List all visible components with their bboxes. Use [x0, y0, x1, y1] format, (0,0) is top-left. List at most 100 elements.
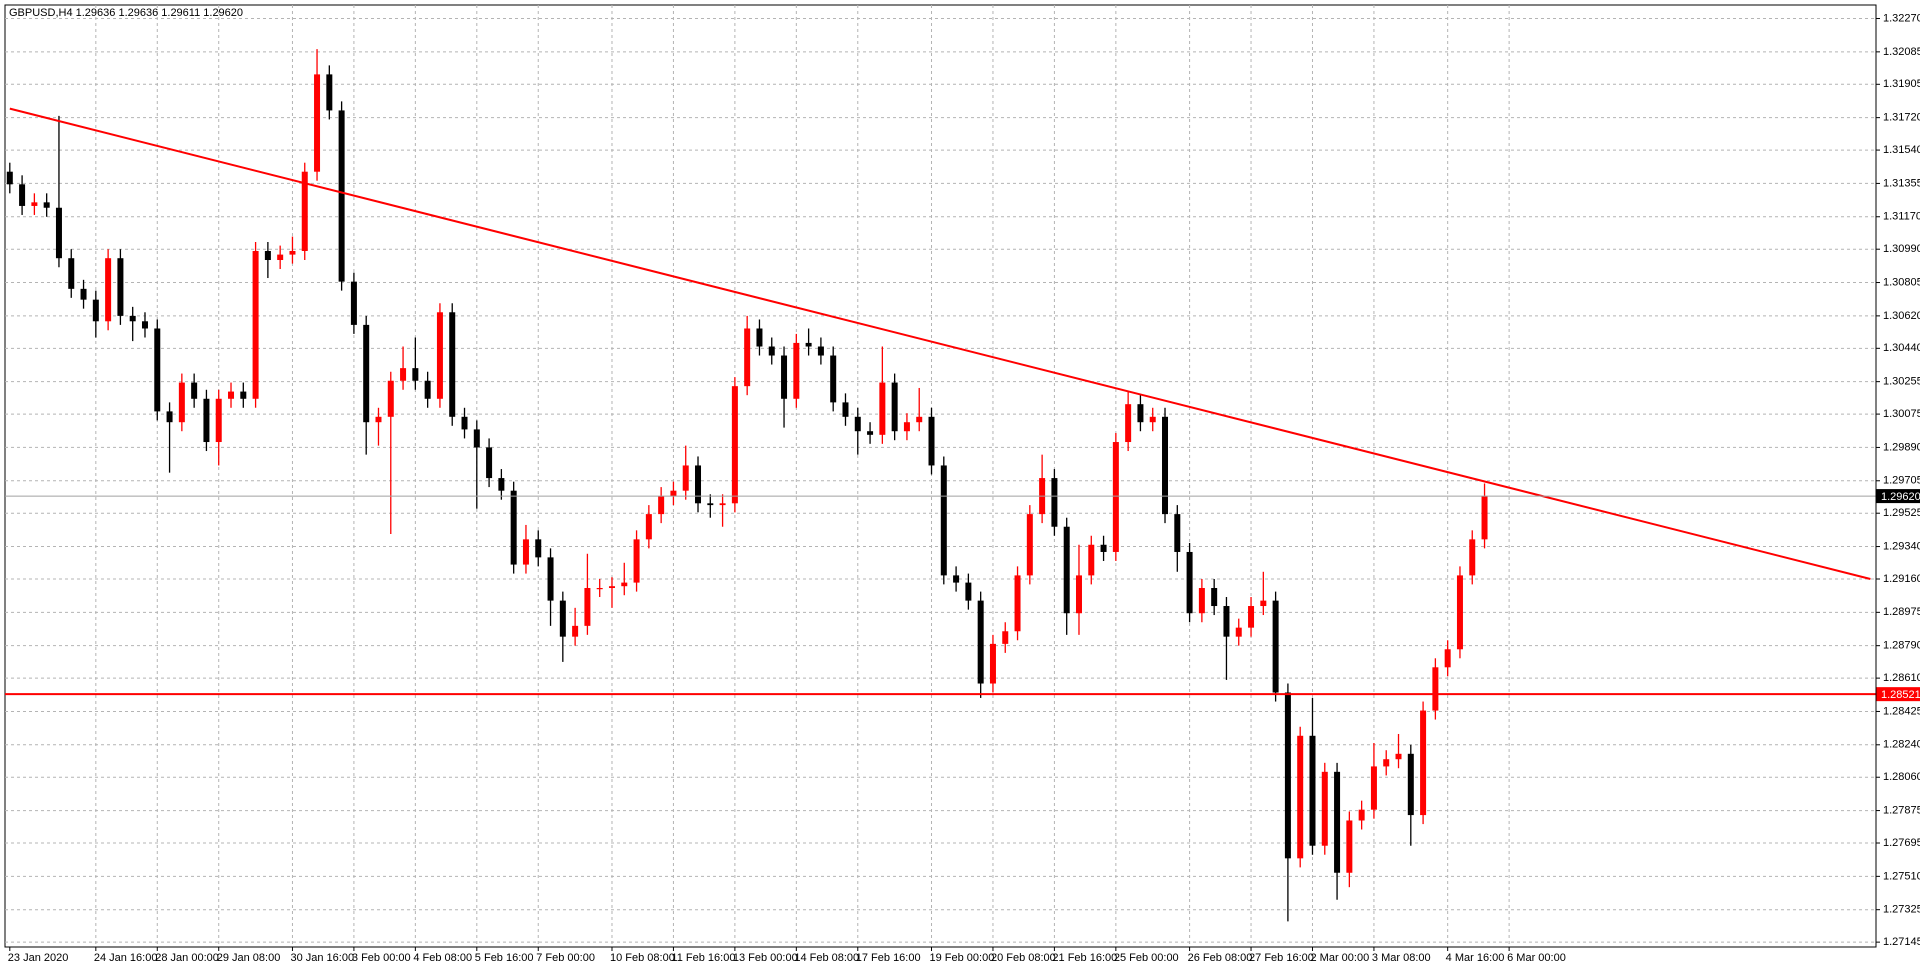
y-tick-label: 1.31170	[1883, 211, 1920, 223]
candle-body	[940, 465, 947, 576]
candle-body	[117, 258, 124, 316]
x-tick-label: 4 Mar 16:00	[1446, 952, 1505, 964]
candle-body	[1284, 692, 1291, 859]
y-tick-label: 1.27695	[1883, 837, 1920, 849]
horizontal-line-box	[1876, 687, 1920, 702]
candle-body	[1149, 416, 1156, 423]
x-tick-label: 5 Feb 16:00	[475, 952, 534, 964]
candle-body	[1186, 551, 1193, 614]
y-tick-label: 1.30440	[1883, 342, 1920, 354]
candle-body	[891, 382, 898, 432]
candle-body	[510, 490, 517, 565]
candle-body	[682, 465, 689, 491]
candle-body	[805, 342, 812, 347]
candle-body	[141, 321, 148, 329]
candle-body	[756, 328, 763, 347]
x-tick-label: 14 Feb 08:00	[794, 952, 859, 964]
candle-body	[1211, 588, 1218, 607]
y-tick-label: 1.27145	[1883, 936, 1920, 948]
candle-body	[166, 411, 173, 423]
y-tick-label: 1.30255	[1883, 376, 1920, 388]
candle-body	[1162, 416, 1169, 515]
candle-body	[707, 503, 714, 506]
candle-body	[842, 402, 849, 417]
y-tick-label: 1.27875	[1883, 804, 1920, 816]
candle-body	[55, 207, 62, 259]
current-price-label: 1.29620	[1881, 491, 1920, 503]
candle-body	[314, 74, 321, 172]
x-tick-label: 3 Feb 00:00	[352, 952, 411, 964]
x-tick-label: 30 Jan 16:00	[290, 952, 354, 964]
x-tick-label: 2 Mar 00:00	[1310, 952, 1369, 964]
candle-body	[768, 346, 775, 356]
x-tick-label: 23 Jan 2020	[8, 952, 69, 964]
candle-body	[400, 368, 407, 381]
y-tick-label: 1.31355	[1883, 177, 1920, 189]
candle-body	[301, 171, 308, 251]
candle-body	[608, 586, 615, 589]
x-tick-label: 21 Feb 16:00	[1052, 952, 1117, 964]
candle-body	[547, 557, 554, 601]
candle-body	[1321, 771, 1328, 846]
candle-body	[633, 539, 640, 583]
candle-body	[1260, 600, 1267, 607]
trend-line	[9, 107, 1871, 580]
candle-body	[1125, 404, 1132, 443]
candle-body	[1420, 710, 1427, 816]
y-tick-label: 1.32270	[1883, 12, 1920, 24]
y-tick-label: 1.28610	[1883, 672, 1920, 684]
candle-body	[719, 503, 726, 506]
chart-title: GBPUSD,H4 1.29636 1.29636 1.29611 1.2962…	[9, 7, 243, 19]
candle-body	[6, 171, 13, 185]
candle-body	[621, 582, 628, 587]
y-tick-label: 1.31905	[1883, 78, 1920, 90]
x-tick-label: 17 Feb 16:00	[856, 952, 921, 964]
candle-body	[1002, 631, 1009, 644]
candle-body	[879, 382, 886, 435]
candle-body	[916, 416, 923, 423]
candle-body	[903, 422, 910, 432]
candle-body	[867, 431, 874, 435]
candle-body	[289, 250, 296, 255]
candle-body	[43, 202, 50, 208]
candle-body	[350, 281, 357, 325]
candle-body	[486, 447, 493, 479]
candle-body	[80, 288, 87, 300]
y-tick-label: 1.29160	[1883, 573, 1920, 585]
candle-body	[965, 582, 972, 601]
y-tick-label: 1.27510	[1883, 870, 1920, 882]
candle-body	[129, 315, 136, 322]
candle-body	[498, 478, 505, 491]
candle-body	[1334, 771, 1341, 873]
candle-body	[1051, 478, 1058, 527]
price-axis: 1.32270 1.32085 1.31905 1.31720 1.31540 1.313…	[8, 5, 1920, 964]
candle-body	[731, 386, 738, 504]
candle-body	[203, 398, 210, 443]
candle-body	[68, 258, 75, 289]
candle-body	[928, 416, 935, 466]
candle-body	[1014, 575, 1021, 632]
x-tick-label: 19 Feb 00:00	[930, 952, 995, 964]
candle-body	[264, 250, 271, 261]
x-tick-label: 26 Feb 08:00	[1188, 952, 1253, 964]
candle-body	[92, 299, 99, 322]
candle-body	[473, 429, 480, 448]
candle-body	[1198, 588, 1205, 614]
y-tick-label: 1.28425	[1883, 705, 1920, 717]
x-tick-label: 4 Feb 08:00	[413, 952, 472, 964]
candle-body	[953, 575, 960, 583]
y-tick-label: 1.29705	[1883, 475, 1920, 487]
candle-body	[436, 312, 443, 399]
candle-body	[572, 625, 579, 637]
candle-body	[695, 465, 702, 504]
candle-body	[1026, 514, 1033, 576]
candle-body	[31, 202, 38, 206]
candle-body	[215, 398, 222, 443]
y-tick-label: 1.30620	[1883, 310, 1920, 322]
candle-body	[461, 416, 468, 430]
candle-body	[424, 380, 431, 399]
y-tick-label: 1.30990	[1883, 243, 1920, 255]
candle-body	[596, 588, 603, 590]
